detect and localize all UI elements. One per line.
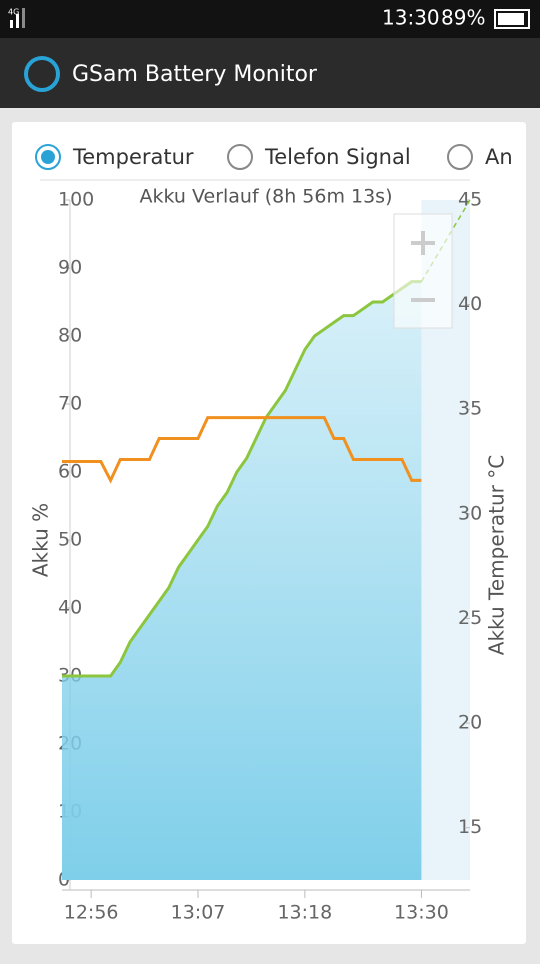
y-tick-label: 40	[58, 597, 82, 619]
y2-tick-label: 35	[458, 398, 482, 420]
radio-dot	[41, 150, 55, 164]
x-tick-label: 13:30	[394, 902, 449, 924]
y-axis-label: Akku %	[29, 503, 53, 577]
x-tick-label: 13:18	[277, 902, 332, 924]
y-tick-label: 50	[58, 529, 82, 551]
network: 4G	[8, 8, 19, 17]
x-tick-label: 13:07	[171, 902, 226, 924]
y2-tick-label: 30	[458, 502, 482, 524]
tab-label[interactable]: An	[485, 145, 513, 169]
x-tick-label: 12:56	[64, 902, 119, 924]
signal-icon	[10, 8, 25, 28]
y-tick-label: 80	[58, 325, 82, 347]
y2-tick-label: 45	[458, 189, 482, 211]
radio[interactable]	[227, 144, 253, 170]
status-bar	[0, 0, 540, 38]
y2-tick-label: 40	[458, 293, 482, 315]
y-tick-label: 70	[58, 393, 82, 415]
tab-label[interactable]: Temperatur	[72, 145, 194, 169]
y-tick-label: 90	[58, 257, 82, 279]
y-tick-label: 100	[58, 189, 94, 211]
clock: 13:30	[382, 6, 440, 30]
radio[interactable]	[447, 144, 473, 170]
battery-fill	[498, 13, 524, 25]
chart-title: Akku Verlauf (8h 56m 13s)	[139, 186, 392, 208]
y2-tick-label: 25	[458, 607, 482, 629]
y2-tick-label: 15	[458, 816, 482, 838]
y-tick-label: 60	[58, 461, 82, 483]
app-title: GSam Battery Monitor	[72, 62, 318, 87]
y2-tick-label: 20	[458, 712, 482, 734]
battery-icon	[494, 9, 530, 29]
battery-level: 89%	[441, 6, 485, 30]
zoom-in[interactable]	[411, 231, 435, 255]
line	[62, 280, 422, 678]
app-icon[interactable]	[24, 56, 60, 92]
radio[interactable]	[35, 144, 61, 170]
tab-label[interactable]: Telefon Signal	[264, 145, 411, 169]
y2-axis-label: Akku Temperatur °C	[485, 455, 509, 655]
app-bar	[0, 38, 540, 108]
line	[62, 416, 422, 484]
